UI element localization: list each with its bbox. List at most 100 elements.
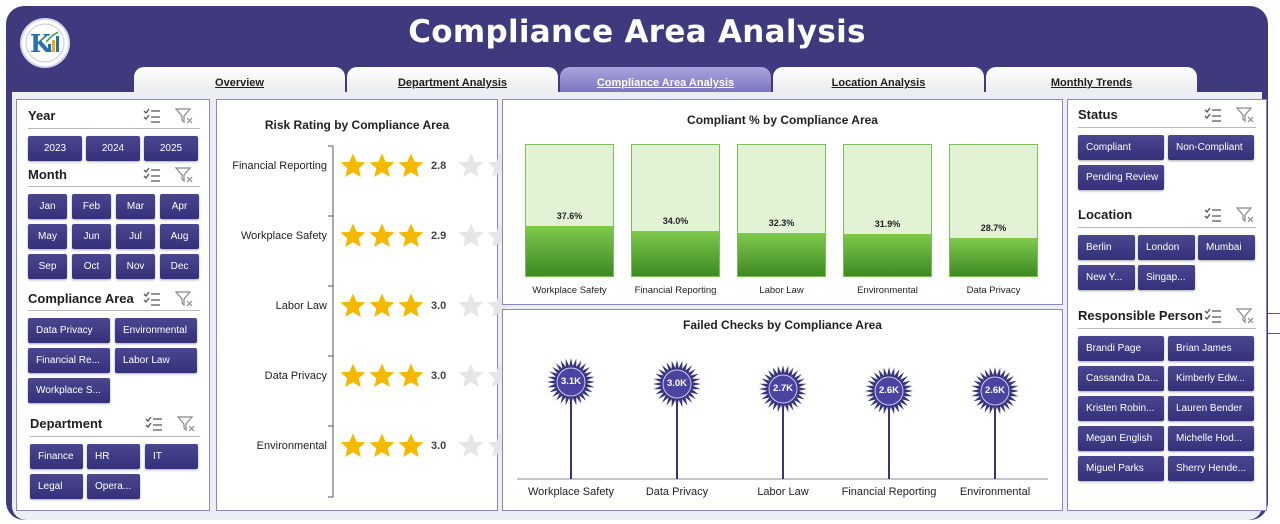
responsible-person-slicer-title: Responsible Person	[1078, 308, 1203, 323]
star-icon	[340, 293, 366, 317]
month-jun-button[interactable]: Jun	[72, 224, 111, 249]
star-icon	[398, 363, 424, 387]
star-icon	[340, 363, 366, 387]
year-slicer-title: Year	[28, 108, 56, 123]
person-cassandra-button[interactable]: Cassandra Da...	[1078, 366, 1164, 391]
month-may-button[interactable]: May	[28, 224, 67, 249]
month-dec-button[interactable]: Dec	[160, 254, 199, 279]
compliant-percent-bar-fill	[632, 230, 719, 276]
month-oct-button[interactable]: Oct	[72, 254, 111, 279]
multi-select-icon[interactable]	[145, 416, 163, 437]
person-brian-james-button[interactable]: Brian James	[1168, 336, 1254, 361]
clear-filter-icon[interactable]	[1235, 308, 1254, 329]
month-feb-button[interactable]: Feb	[72, 194, 111, 219]
star-icon	[398, 293, 424, 317]
month-nov-button[interactable]: Nov	[116, 254, 155, 279]
month-jan-button[interactable]: Jan	[28, 194, 67, 219]
person-kristen-button[interactable]: Kristen Robin...	[1078, 396, 1164, 421]
person-kimberly-button[interactable]: Kimberly Edw...	[1168, 366, 1254, 391]
multi-select-icon[interactable]	[143, 291, 161, 312]
failed-checks-value-label: 2.6K	[878, 385, 900, 396]
multi-select-icon[interactable]	[143, 108, 161, 129]
compliant-percent-category-label: Environmental	[857, 285, 918, 296]
compliant-percent-category-label: Financial Reporting	[634, 285, 717, 296]
month-jul-button[interactable]: Jul	[116, 224, 155, 249]
compliant-percent-value-label: 37.6%	[556, 210, 583, 221]
year-2024-button[interactable]: 2024	[86, 136, 140, 161]
risk-rating-value: 2.9	[431, 230, 447, 242]
month-slicer-title: Month	[28, 167, 67, 182]
dept-finance-button[interactable]: Finance	[30, 444, 83, 469]
location-new-york-button[interactable]: New Y...	[1078, 265, 1135, 290]
person-lauren-bender-button[interactable]: Lauren Bender	[1168, 396, 1254, 421]
location-singapore-button[interactable]: Singap...	[1138, 265, 1195, 290]
star-icon	[369, 433, 395, 457]
multi-select-icon[interactable]	[1204, 308, 1222, 329]
star-rating	[339, 292, 514, 320]
dept-hr-button[interactable]: HR	[87, 444, 140, 469]
edge-line	[1268, 313, 1280, 314]
compliant-percent-bar: 32.3%	[737, 144, 826, 277]
clear-filter-icon[interactable]	[174, 291, 193, 312]
star-icon	[398, 223, 424, 247]
location-berlin-button[interactable]: Berlin	[1078, 235, 1135, 260]
person-michelle-button[interactable]: Michelle Hod...	[1168, 426, 1254, 451]
failed-checks-value-label: 2.7K	[772, 383, 794, 395]
year-2025-button[interactable]: 2025	[144, 136, 198, 161]
star-icon	[340, 223, 366, 247]
failed-checks-marker	[759, 365, 807, 414]
compliant-percent-category-label: Workplace Safety	[532, 285, 607, 296]
person-miguel-parks-button[interactable]: Miguel Parks	[1078, 456, 1164, 481]
multi-select-icon[interactable]	[1204, 207, 1222, 228]
location-london-button[interactable]: London	[1138, 235, 1195, 260]
risk-rating-category-label: Labor Law	[275, 300, 327, 312]
star-icon	[458, 223, 484, 247]
clear-filter-icon[interactable]	[1235, 107, 1254, 128]
location-mumbai-button[interactable]: Mumbai	[1198, 235, 1255, 260]
area-financial-reporting-button[interactable]: Financial Re...	[28, 348, 110, 373]
company-logo: K	[20, 18, 70, 68]
multi-select-icon[interactable]	[143, 167, 161, 188]
month-apr-button[interactable]: Apr	[160, 194, 199, 219]
risk-rating-axis	[328, 145, 334, 498]
area-labor-law-button[interactable]: Labor Law	[115, 348, 197, 373]
risk-rating-chart-title: Risk Rating by Compliance Area	[264, 118, 450, 132]
multi-select-icon[interactable]	[1204, 107, 1222, 128]
clear-filter-icon[interactable]	[174, 167, 193, 188]
compliant-percent-chart-title: Compliant % by Compliance Area	[687, 113, 878, 127]
compliant-percent-bar-fill	[844, 233, 931, 276]
star-rating	[339, 432, 514, 460]
status-pending-review-button[interactable]: Pending Review	[1078, 165, 1164, 190]
compliant-percent-bar-fill	[950, 237, 1037, 276]
status-compliant-button[interactable]: Compliant	[1078, 135, 1164, 160]
risk-rating-category-label: Financial Reporting	[232, 160, 327, 172]
failed-checks-marker	[653, 359, 701, 408]
star-icon	[369, 293, 395, 317]
risk-rating-value: 3.0	[431, 300, 447, 312]
month-sep-button[interactable]: Sep	[28, 254, 67, 279]
area-workplace-safety-button[interactable]: Workplace S...	[28, 378, 110, 403]
star-rating	[339, 222, 514, 250]
person-sherry-button[interactable]: Sherry Hende...	[1168, 456, 1254, 481]
person-megan-english-button[interactable]: Megan English	[1078, 426, 1164, 451]
month-mar-button[interactable]: Mar	[116, 194, 155, 219]
year-2023-button[interactable]: 2023	[28, 136, 82, 161]
dept-it-button[interactable]: IT	[145, 444, 198, 469]
dept-legal-button[interactable]: Legal	[30, 474, 83, 499]
star-icon	[458, 153, 484, 177]
person-brandi-page-button[interactable]: Brandi Page	[1078, 336, 1164, 361]
dept-operations-button[interactable]: Opera...	[87, 474, 140, 499]
page-title: Compliance Area Analysis	[408, 14, 866, 50]
compliant-percent-value-label: 31.9%	[874, 218, 901, 229]
area-environmental-button[interactable]: Environmental	[115, 318, 197, 343]
status-non-compliant-button[interactable]: Non-Compliant	[1168, 135, 1254, 160]
month-aug-button[interactable]: Aug	[160, 224, 199, 249]
divider	[28, 128, 200, 129]
clear-filter-icon[interactable]	[1235, 207, 1254, 228]
clear-filter-icon[interactable]	[176, 416, 195, 437]
star-icon	[398, 433, 424, 457]
failed-checks-marker	[865, 367, 913, 415]
area-data-privacy-button[interactable]: Data Privacy	[28, 318, 110, 343]
clear-filter-icon[interactable]	[174, 108, 193, 129]
failed-checks-category-label: Financial Reporting	[841, 486, 937, 498]
